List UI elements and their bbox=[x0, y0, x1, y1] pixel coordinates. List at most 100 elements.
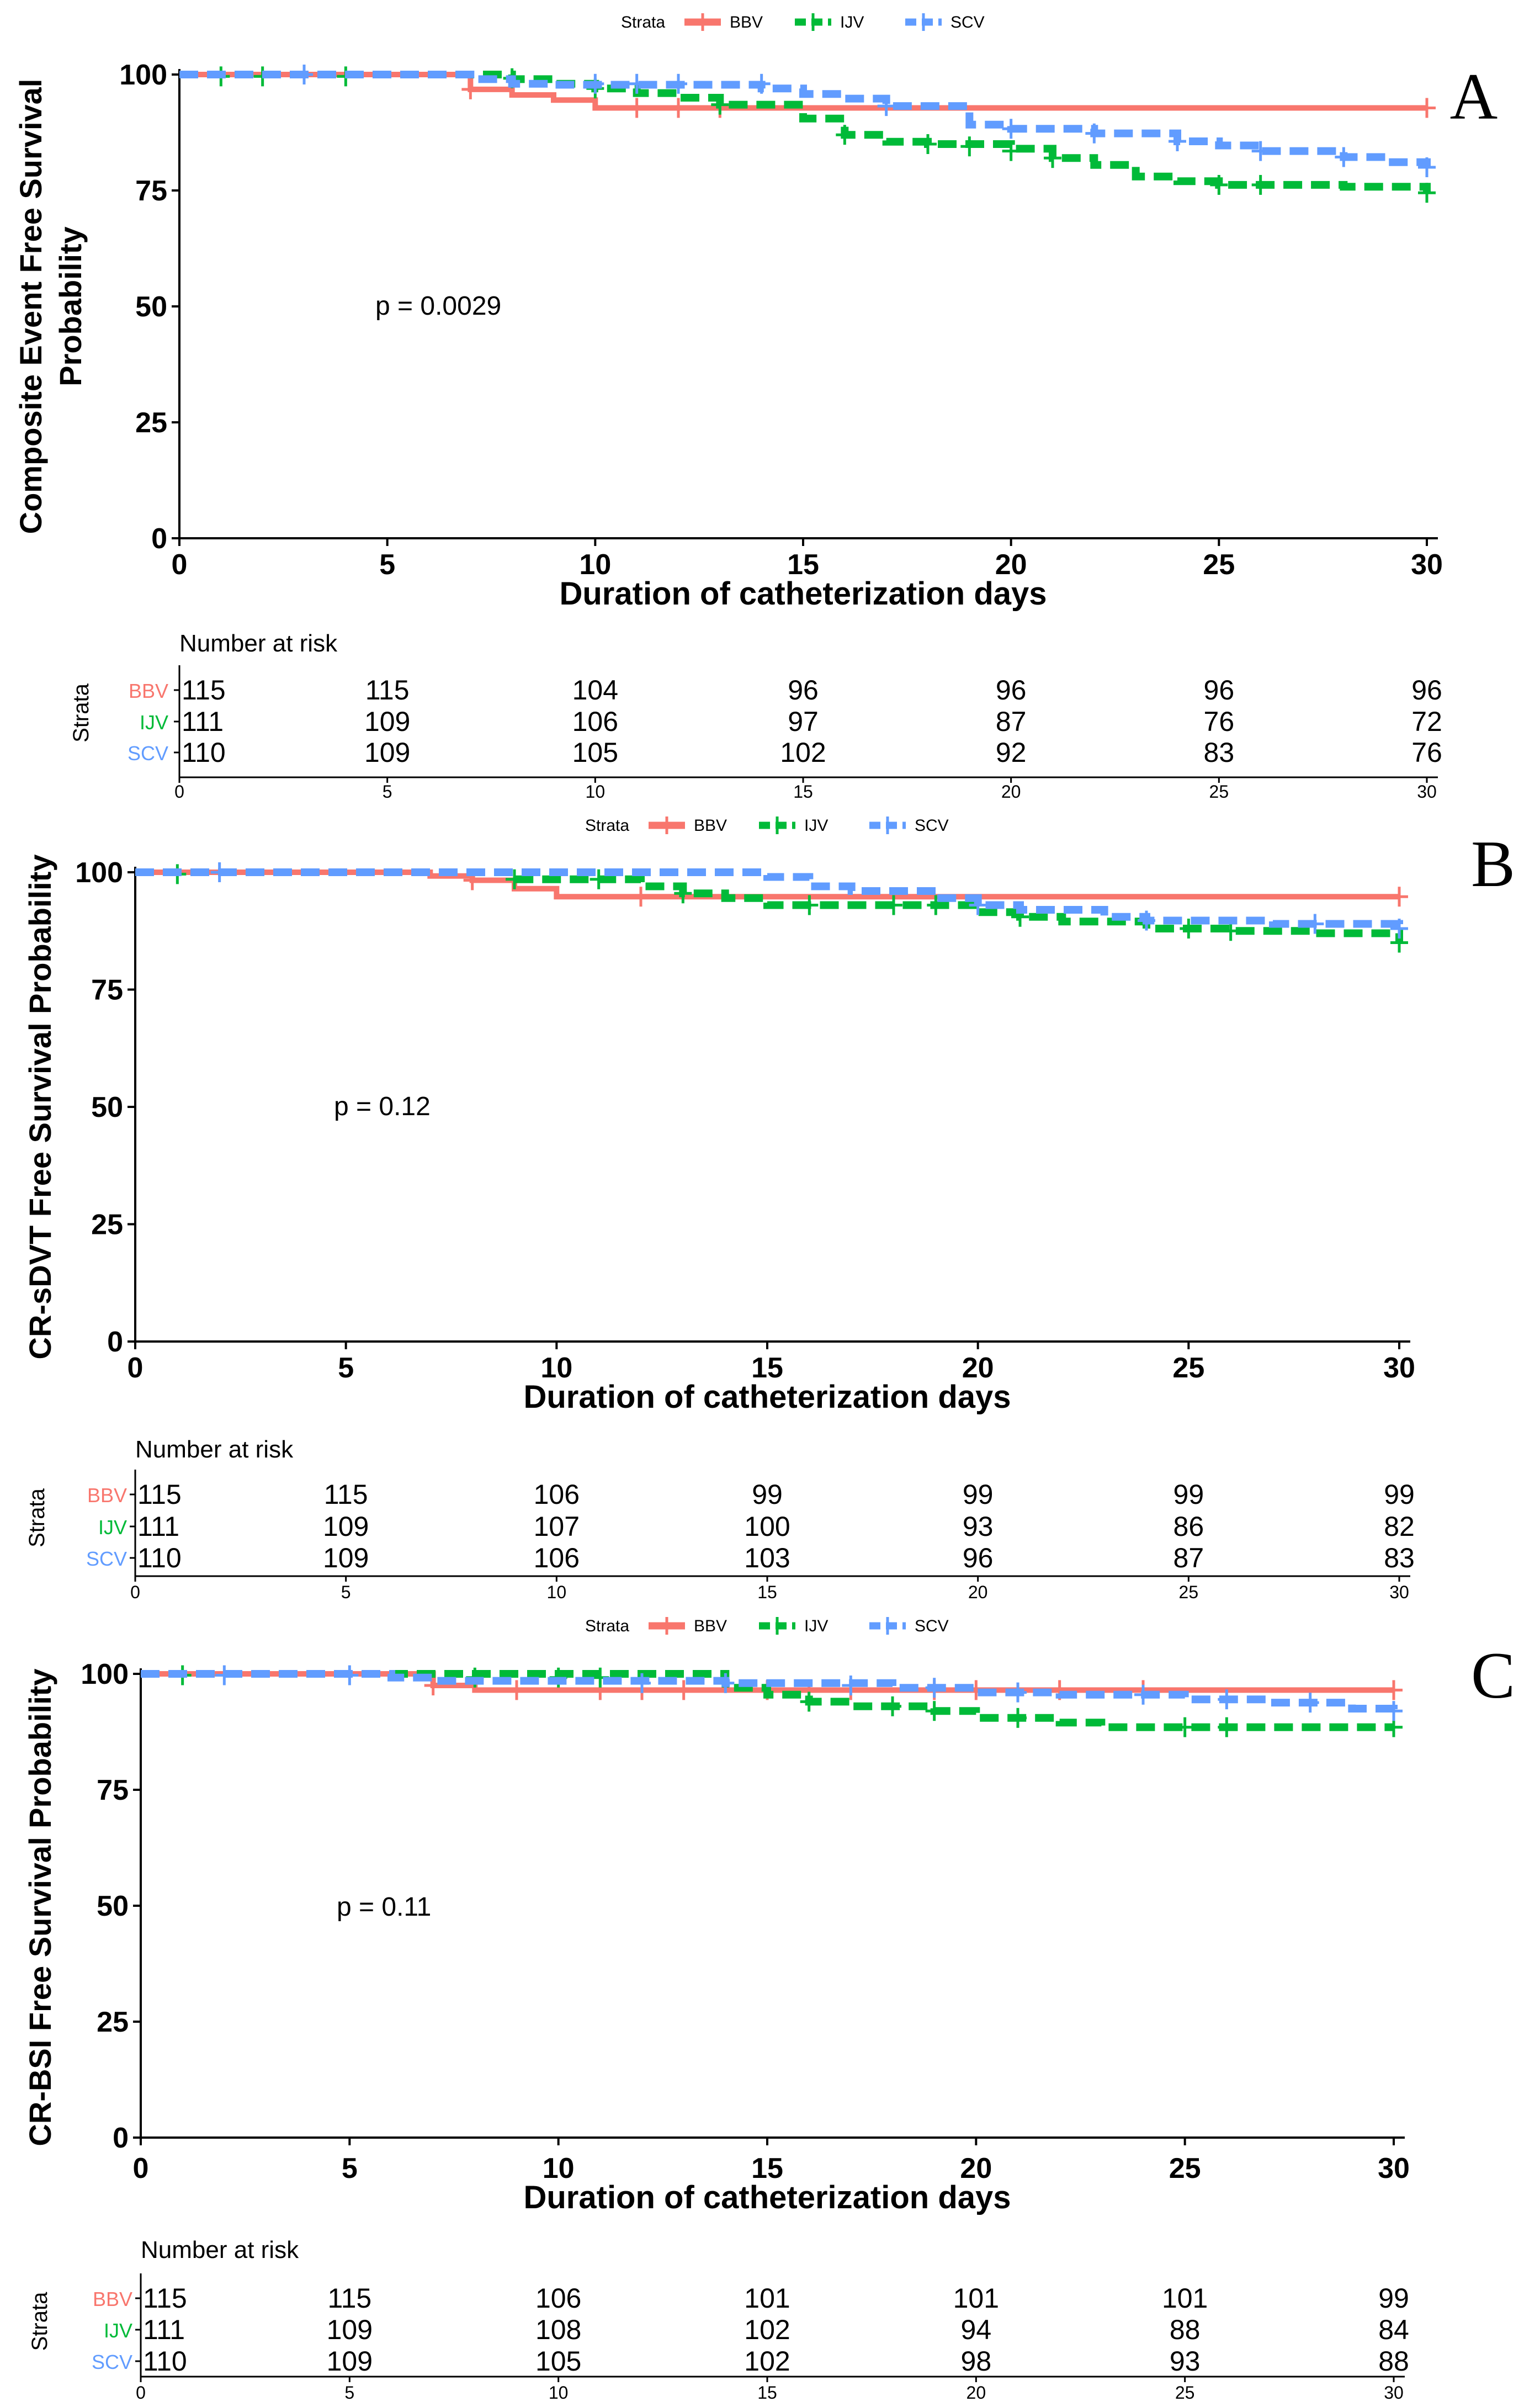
legend-label-ijv: IJV bbox=[804, 817, 828, 835]
x-tick-label: 15 bbox=[751, 1352, 783, 1384]
risk-table-value: 82 bbox=[1384, 1511, 1415, 1542]
legend: Strata BBV IJV SCV bbox=[585, 817, 949, 835]
risk-table-strata-scv: SCV bbox=[128, 742, 168, 765]
y-tick-label: 100 bbox=[75, 857, 123, 889]
x-tick-label: 15 bbox=[751, 2152, 783, 2185]
risk-table-value: 104 bbox=[572, 675, 618, 706]
y-axis-label-line: Probability bbox=[53, 226, 88, 386]
risk-table-value: 110 bbox=[137, 1542, 182, 1573]
x-tick-label: 0 bbox=[133, 2152, 149, 2185]
risk-table-value: 97 bbox=[788, 706, 819, 737]
risk-table-value: 102 bbox=[780, 737, 826, 768]
y-tick-label: 50 bbox=[135, 291, 167, 323]
risk-table-x-tick-label: 10 bbox=[547, 1582, 567, 1602]
risk-table-value: 96 bbox=[1411, 675, 1442, 706]
risk-table-value: 102 bbox=[744, 2314, 790, 2345]
x-tick-label: 0 bbox=[128, 1352, 144, 1384]
curve-ijv bbox=[179, 71, 1431, 193]
x-tick-label: 30 bbox=[1378, 2152, 1410, 2185]
risk-table-axis-label: Strata bbox=[69, 683, 93, 742]
y-tick-label: 75 bbox=[135, 175, 167, 207]
risk-table-value: 96 bbox=[788, 675, 819, 706]
risk-table-x-tick-label: 15 bbox=[757, 1582, 777, 1602]
risk-table-strata-ijv: IJV bbox=[98, 1516, 127, 1539]
risk-table-value: 76 bbox=[1204, 706, 1235, 737]
x-tick-label: 25 bbox=[1172, 1352, 1204, 1384]
x-tick-label: 5 bbox=[338, 1352, 354, 1384]
risk-table-x-tick-label: 30 bbox=[1417, 782, 1437, 802]
risk-table-strata-bbv: BBV bbox=[129, 680, 168, 702]
x-tick-label: 20 bbox=[995, 549, 1027, 581]
x-tick-label: 30 bbox=[1411, 549, 1443, 581]
risk-table-value: 99 bbox=[752, 1479, 783, 1510]
risk-table-value: 88 bbox=[1378, 2346, 1409, 2377]
risk-table-value: 111 bbox=[143, 2314, 185, 2345]
risk-table-value: 109 bbox=[327, 2314, 373, 2345]
y-tick-label: 100 bbox=[81, 1658, 129, 1690]
y-tick-label: 75 bbox=[91, 974, 123, 1006]
risk-table-value: 115 bbox=[143, 2283, 187, 2314]
risk-table-value: 105 bbox=[572, 737, 618, 768]
risk-table-value: 107 bbox=[534, 1511, 580, 1542]
risk-table-value: 99 bbox=[963, 1479, 994, 1510]
risk-table-value: 86 bbox=[1173, 1511, 1204, 1542]
risk-table: Number at risk Strata BBV 115 115 104 96 96 96 96… bbox=[69, 630, 1442, 802]
risk-table-strata-scv: SCV bbox=[86, 1547, 127, 1570]
risk-table-value: 83 bbox=[1384, 1542, 1415, 1573]
risk-table-x-tick-label: 15 bbox=[793, 782, 813, 802]
legend-title: Strata bbox=[585, 817, 629, 835]
panel-letter: C bbox=[1471, 1639, 1515, 1712]
risk-table-value: 109 bbox=[364, 737, 410, 768]
risk-table-x-tick-label: 30 bbox=[1389, 1582, 1409, 1602]
y-tick-label: 25 bbox=[91, 1209, 123, 1241]
risk-table-x-tick-label: 5 bbox=[344, 2383, 354, 2403]
risk-table-x-tick-label: 30 bbox=[1384, 2383, 1404, 2403]
x-tick-label: 0 bbox=[172, 549, 188, 581]
y-axis-label-line: CR-BSI Free Survival Probability bbox=[23, 1668, 57, 2146]
risk-table-x-tick-label: 0 bbox=[130, 1582, 140, 1602]
risk-table-value: 115 bbox=[182, 675, 226, 706]
risk-table-value: 99 bbox=[1384, 1479, 1415, 1510]
risk-table-title: Number at risk bbox=[141, 2236, 299, 2263]
x-tick-label: 10 bbox=[579, 549, 611, 581]
p-value: p = 0.11 bbox=[337, 1892, 431, 1922]
risk-table-value: 100 bbox=[744, 1511, 790, 1542]
risk-table-value: 106 bbox=[534, 1479, 580, 1510]
risk-table-value: 96 bbox=[996, 675, 1027, 706]
risk-table-x-tick-label: 10 bbox=[586, 782, 606, 802]
legend: Strata BBV IJV SCV bbox=[621, 13, 985, 31]
curve-ijv bbox=[135, 868, 1403, 943]
risk-table-strata-bbv: BBV bbox=[93, 2288, 132, 2310]
risk-table-value: 103 bbox=[744, 1542, 790, 1573]
legend-title: Strata bbox=[585, 1617, 629, 1635]
y-tick-label: 0 bbox=[151, 523, 167, 555]
risk-table-value: 111 bbox=[182, 706, 224, 737]
legend: Strata BBV IJV SCV bbox=[585, 1617, 949, 1635]
curve-bbv bbox=[141, 1671, 1394, 1693]
risk-table-x-tick-label: 0 bbox=[174, 782, 184, 802]
risk-table-value: 106 bbox=[534, 1542, 580, 1573]
x-tick-label: 10 bbox=[540, 1352, 572, 1384]
legend-label-ijv: IJV bbox=[804, 1617, 828, 1635]
legend-label-scv: SCV bbox=[915, 817, 949, 835]
y-axis-label: Composite Event Free Survival Probability bbox=[13, 79, 88, 534]
risk-table-strata-bbv: BBV bbox=[87, 1484, 127, 1507]
risk-table-value: 115 bbox=[324, 1479, 368, 1510]
risk-table-strata-ijv: IJV bbox=[104, 2319, 132, 2342]
legend-title: Strata bbox=[621, 13, 665, 31]
risk-table-value: 115 bbox=[137, 1479, 182, 1510]
y-tick-label: 50 bbox=[97, 1890, 129, 1922]
panel-letter: A bbox=[1450, 60, 1498, 133]
risk-table-title: Number at risk bbox=[179, 630, 338, 657]
p-value: p = 0.0029 bbox=[375, 291, 501, 321]
risk-table: Number at risk Strata BBV 115 115 106 99 99 99 99… bbox=[25, 1436, 1415, 1602]
y-tick-label: 0 bbox=[113, 2122, 129, 2154]
risk-table-value: 99 bbox=[1173, 1479, 1204, 1510]
risk-table-axis-label: Strata bbox=[28, 2292, 52, 2351]
y-tick-label: 25 bbox=[135, 407, 167, 439]
x-tick-label: 25 bbox=[1169, 2152, 1201, 2185]
x-tick-label: 30 bbox=[1383, 1352, 1415, 1384]
